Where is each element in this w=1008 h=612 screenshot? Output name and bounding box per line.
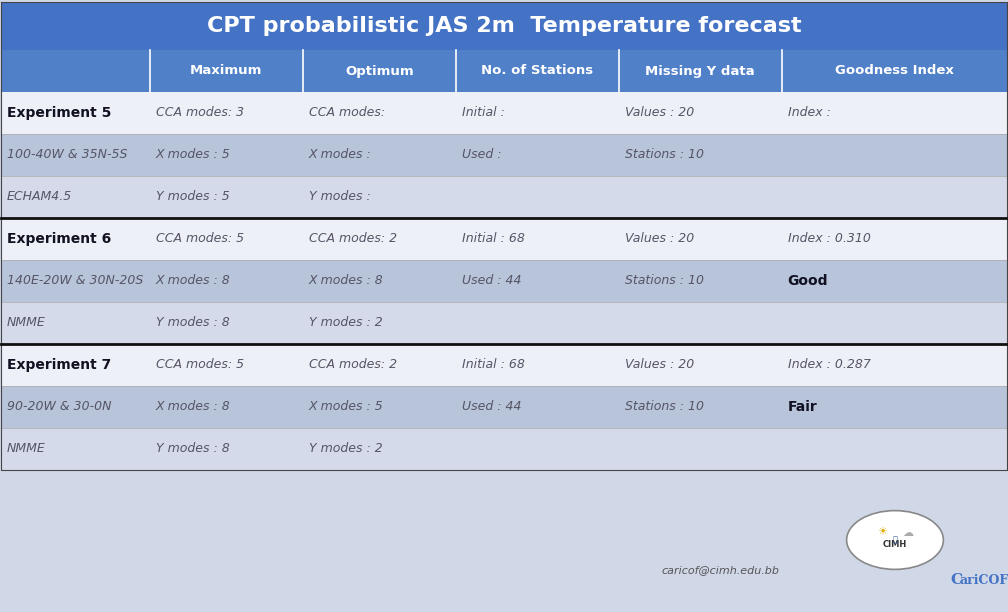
Text: Maximum: Maximum [191, 64, 262, 78]
Bar [1, 428, 1007, 470]
Text: CCA modes:: CCA modes: [308, 106, 385, 119]
Text: NMME: NMME [7, 316, 45, 329]
Bar [1, 302, 1007, 344]
Bar [1, 134, 1007, 176]
Circle shape [847, 510, 943, 569]
Text: CCA modes: 2: CCA modes: 2 [308, 233, 397, 245]
Text: Initial : 68: Initial : 68 [462, 233, 524, 245]
Text: No. of Stations: No. of Stations [481, 64, 594, 78]
Text: X modes : 8: X modes : 8 [308, 275, 384, 288]
Text: ☀: ☀ [877, 528, 887, 538]
Text: Values : 20: Values : 20 [625, 359, 694, 371]
Text: X modes :: X modes : [308, 149, 372, 162]
Text: C: C [950, 573, 962, 587]
Text: CIMH: CIMH [883, 540, 907, 550]
Text: X modes : 5: X modes : 5 [308, 400, 384, 414]
Text: 100-40W & 35N-5S: 100-40W & 35N-5S [7, 149, 127, 162]
Bar [1, 260, 1007, 302]
Text: Used :: Used : [462, 149, 501, 162]
Bar [1, 50, 1007, 92]
Bar [1, 218, 1007, 260]
Text: ECHAM4.5: ECHAM4.5 [7, 190, 73, 204]
Text: Fair: Fair [787, 400, 817, 414]
Text: Used : 44: Used : 44 [462, 400, 521, 414]
Text: Y modes : 8: Y modes : 8 [156, 442, 230, 455]
Text: Experiment 6: Experiment 6 [7, 232, 111, 246]
Text: ☁: ☁ [902, 528, 913, 538]
Text: X modes : 8: X modes : 8 [156, 275, 231, 288]
Text: Experiment 5: Experiment 5 [7, 106, 111, 120]
Text: caricof@cimh.edu.bb: caricof@cimh.edu.bb [661, 565, 779, 575]
Text: 〰: 〰 [892, 536, 897, 545]
Text: CCA modes: 5: CCA modes: 5 [156, 233, 244, 245]
Text: Values : 20: Values : 20 [625, 233, 694, 245]
Text: Index : 0.310: Index : 0.310 [787, 233, 871, 245]
Text: NMME: NMME [7, 442, 45, 455]
Text: Stations : 10: Stations : 10 [625, 275, 704, 288]
Text: Y modes : 2: Y modes : 2 [308, 442, 383, 455]
Text: CPT probabilistic JAS 2m  Temperature forecast: CPT probabilistic JAS 2m Temperature for… [207, 16, 801, 36]
Text: Experiment 7: Experiment 7 [7, 358, 111, 372]
Text: 90-20W & 30-0N: 90-20W & 30-0N [7, 400, 112, 414]
Text: Index : 0.287: Index : 0.287 [787, 359, 871, 371]
Text: Stations : 10: Stations : 10 [625, 400, 704, 414]
Text: Index :: Index : [787, 106, 831, 119]
Text: Initial :: Initial : [462, 106, 505, 119]
Text: Y modes : 5: Y modes : 5 [156, 190, 230, 204]
Text: Initial : 68: Initial : 68 [462, 359, 524, 371]
Bar [1, 176, 1007, 218]
Text: Y modes : 8: Y modes : 8 [156, 316, 230, 329]
Text: CCA modes: 3: CCA modes: 3 [156, 106, 244, 119]
Text: X modes : 5: X modes : 5 [156, 149, 231, 162]
Text: Goodness Index: Goodness Index [835, 64, 954, 78]
Bar [1, 2, 1007, 50]
Text: Y modes : 2: Y modes : 2 [308, 316, 383, 329]
Bar [1, 92, 1007, 134]
Text: Used : 44: Used : 44 [462, 275, 521, 288]
Bar [1, 344, 1007, 386]
Text: Values : 20: Values : 20 [625, 106, 694, 119]
Text: X modes : 8: X modes : 8 [156, 400, 231, 414]
Text: Stations : 10: Stations : 10 [625, 149, 704, 162]
Text: ariCOF: ariCOF [960, 573, 1008, 586]
Text: 140E-20W & 30N-20S: 140E-20W & 30N-20S [7, 275, 143, 288]
Text: Missing Y data: Missing Y data [645, 64, 755, 78]
Text: Y modes :: Y modes : [308, 190, 371, 204]
Text: Optimum: Optimum [345, 64, 413, 78]
Bar [1, 386, 1007, 428]
Text: CCA modes: 5: CCA modes: 5 [156, 359, 244, 371]
Text: Good: Good [787, 274, 829, 288]
Text: CCA modes: 2: CCA modes: 2 [308, 359, 397, 371]
